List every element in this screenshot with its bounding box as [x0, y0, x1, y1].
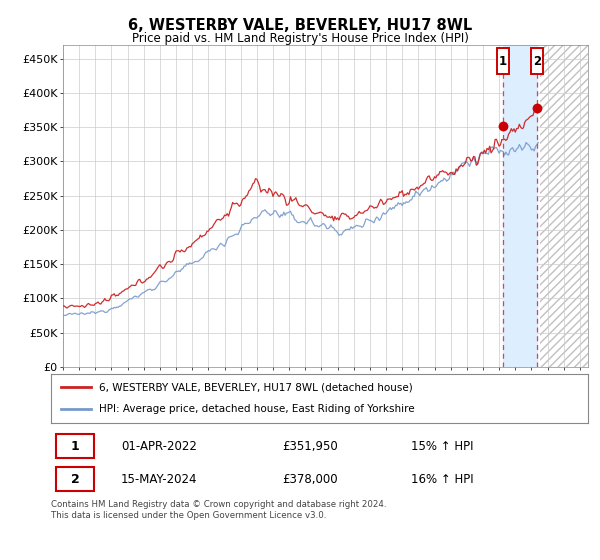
FancyBboxPatch shape [56, 434, 94, 458]
Text: £351,950: £351,950 [282, 440, 338, 452]
Text: 2: 2 [533, 55, 542, 68]
Bar [503, 45, 538, 367]
FancyBboxPatch shape [497, 48, 509, 74]
Text: 2: 2 [71, 473, 80, 486]
Bar [539, 45, 588, 367]
Text: 1: 1 [71, 440, 80, 452]
Text: Price paid vs. HM Land Registry's House Price Index (HPI): Price paid vs. HM Land Registry's House … [131, 32, 469, 45]
Text: 15% ↑ HPI: 15% ↑ HPI [411, 440, 473, 452]
Point [533, 104, 542, 113]
Text: 6, WESTERBY VALE, BEVERLEY, HU17 8WL (detached house): 6, WESTERBY VALE, BEVERLEY, HU17 8WL (de… [100, 382, 413, 393]
Text: 15-MAY-2024: 15-MAY-2024 [121, 473, 197, 486]
Text: 1: 1 [499, 55, 507, 68]
Text: £378,000: £378,000 [282, 473, 338, 486]
FancyBboxPatch shape [56, 467, 94, 491]
Text: HPI: Average price, detached house, East Riding of Yorkshire: HPI: Average price, detached house, East… [100, 404, 415, 414]
Text: 01-APR-2022: 01-APR-2022 [121, 440, 197, 452]
FancyBboxPatch shape [532, 48, 544, 74]
Text: 16% ↑ HPI: 16% ↑ HPI [411, 473, 473, 486]
Text: 6, WESTERBY VALE, BEVERLEY, HU17 8WL: 6, WESTERBY VALE, BEVERLEY, HU17 8WL [128, 18, 472, 33]
Point [499, 121, 508, 130]
Text: Contains HM Land Registry data © Crown copyright and database right 2024.
This d: Contains HM Land Registry data © Crown c… [51, 500, 386, 520]
